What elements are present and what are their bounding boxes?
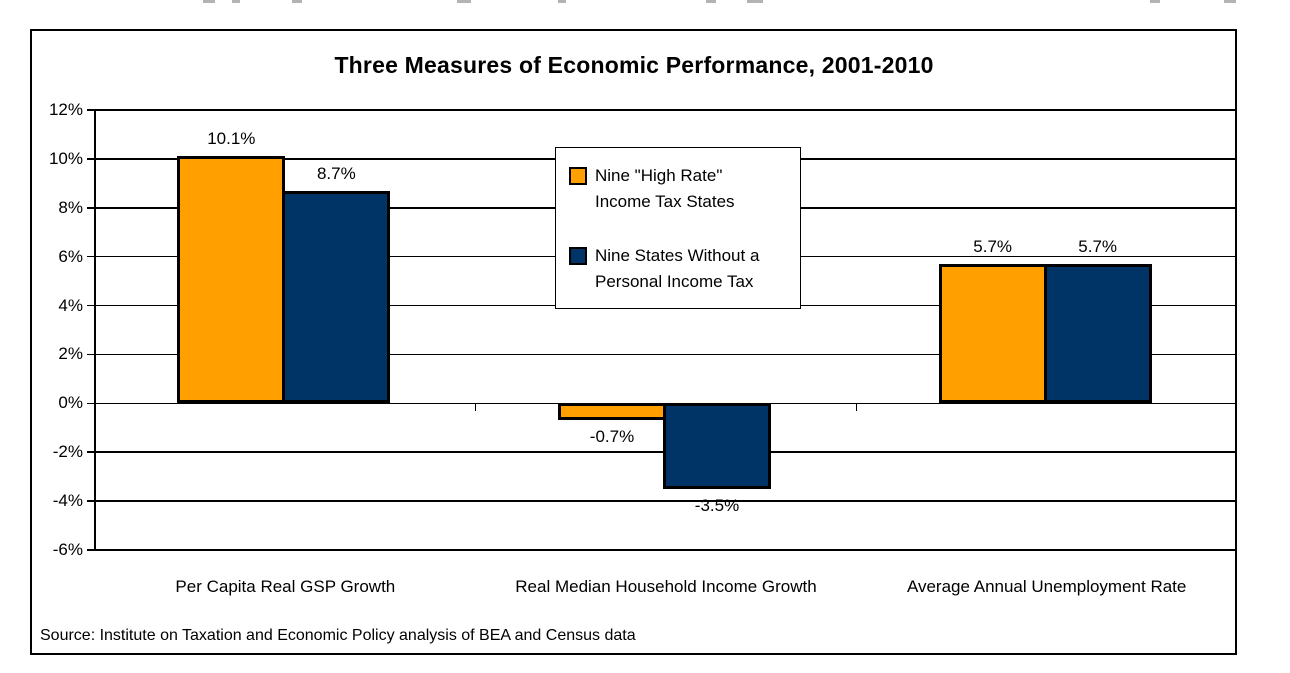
- category-axis-tick: [474, 403, 477, 412]
- clipped-text-artifact: [1224, 0, 1236, 3]
- y-axis-tick: [87, 353, 95, 356]
- y-axis-tick: [87, 207, 95, 209]
- category-label-unemployment: Average Annual Unemployment Rate: [906, 577, 1187, 596]
- bar-value-label: -3.5%: [694, 495, 740, 515]
- y-axis-label: 12%: [48, 100, 83, 119]
- clipped-text-artifact: [558, 0, 566, 3]
- clipped-text-artifact: [747, 0, 763, 3]
- chart-title: Three Measures of Economic Performance, …: [334, 52, 934, 78]
- bar-s0-c1: [558, 403, 666, 421]
- y-axis-tick: [87, 255, 95, 258]
- clipped-text-artifact: [706, 0, 716, 3]
- clipped-text-artifact: [1150, 0, 1160, 3]
- y-axis-tick: [87, 158, 95, 160]
- clipped-text-artifact: [232, 0, 240, 3]
- bar-s1-c2: [1043, 264, 1152, 404]
- legend-item-high-rate: Nine "High Rate" Income Tax States: [569, 163, 800, 215]
- category-axis-tick: [855, 403, 858, 412]
- legend-label-no-income-tax: Nine States Without a Personal Income Ta…: [595, 246, 760, 291]
- legend-swatch-high-rate-icon: [569, 167, 587, 185]
- y-axis-label: 6%: [58, 246, 83, 266]
- gridline: [95, 549, 1237, 551]
- y-axis-label: -4%: [52, 491, 83, 511]
- bar-value-label: 10.1%: [207, 129, 256, 149]
- bar-value-label: 5.7%: [1078, 237, 1118, 256]
- gridline: [95, 109, 1237, 111]
- y-axis-label: 10%: [48, 148, 83, 168]
- y-axis-label: -2%: [52, 442, 83, 462]
- legend: Nine "High Rate" Income Tax States Nine …: [555, 147, 801, 309]
- source-note: Source: Institute on Taxation and Econom…: [40, 627, 636, 644]
- y-axis-label: 0%: [58, 393, 83, 413]
- bar-s0-c2: [938, 264, 1047, 404]
- legend-label-high-rate: Nine "High Rate" Income Tax States: [595, 166, 735, 211]
- y-axis-label: 4%: [58, 295, 83, 315]
- category-label-income-growth: Real Median Household Income Growth: [515, 577, 817, 596]
- y-axis-tick: [87, 109, 95, 111]
- y-axis-tick: [87, 549, 95, 551]
- y-axis-tick: [87, 402, 95, 405]
- clipped-text-artifact: [203, 0, 215, 3]
- gridline: [95, 500, 1237, 502]
- clipped-text-artifact: [292, 0, 302, 3]
- bar-s0-c0: [177, 156, 286, 404]
- bar-value-label: 8.7%: [316, 163, 356, 183]
- bar-value-label: -0.7%: [589, 427, 635, 447]
- legend-item-no-income-tax: Nine States Without a Personal Income Ta…: [569, 243, 800, 295]
- y-axis-tick: [87, 451, 95, 453]
- y-axis-label: 8%: [58, 197, 83, 217]
- bar-s1-c1: [663, 403, 771, 489]
- y-axis-tick: [87, 304, 95, 307]
- bar-s1-c0: [282, 190, 391, 404]
- legend-swatch-no-income-tax-icon: [569, 247, 587, 265]
- y-axis-label: -6%: [52, 540, 83, 559]
- y-axis-label: 2%: [58, 344, 83, 364]
- gridline: [95, 353, 1237, 356]
- bar-value-label: 5.7%: [973, 237, 1013, 256]
- category-label-gsp-growth: Per Capita Real GSP Growth: [175, 577, 396, 596]
- y-axis-line: [94, 109, 96, 551]
- y-axis-tick: [87, 500, 95, 502]
- clipped-text-artifact: [457, 0, 471, 3]
